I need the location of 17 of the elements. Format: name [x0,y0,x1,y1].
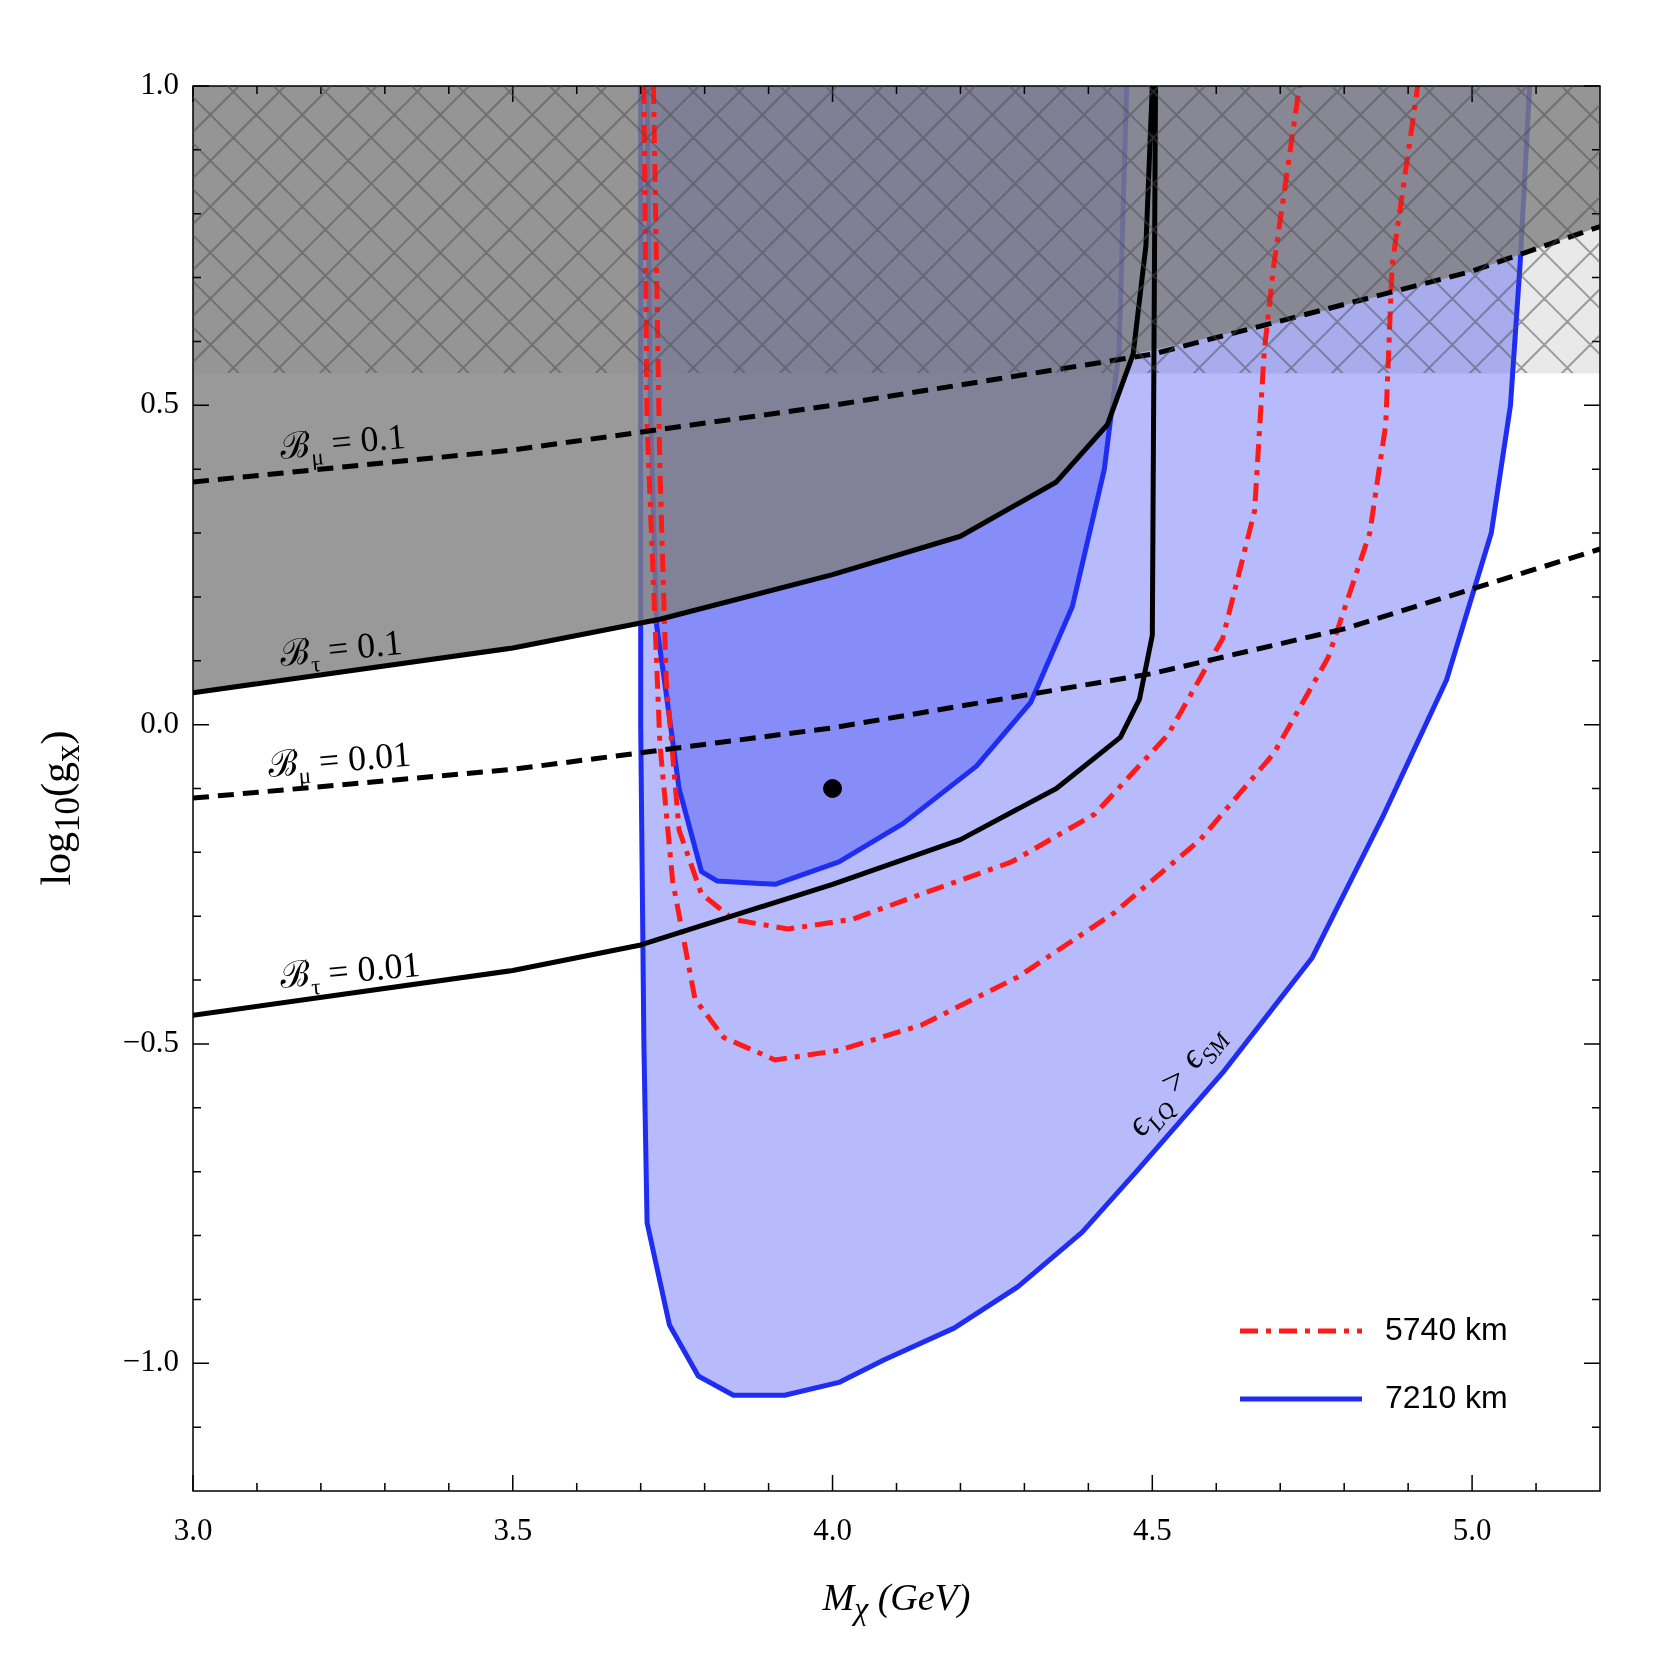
x-tick-label: 4.0 [813,1511,852,1547]
x-axis-title: M$_{χ}$ (GeV) [821,1575,972,1627]
annotation: ϵLQ > ϵSM [1117,1027,1237,1144]
y-tick-label: 0.5 [140,385,179,421]
y-tick-label: −0.5 [122,1024,179,1060]
x-tick-label: 4.5 [1132,1511,1172,1547]
x-tick-label: 5.0 [1452,1511,1492,1547]
y-tick-label: −1.0 [122,1343,179,1379]
x-tick-label: 3.0 [173,1511,213,1547]
y-tick-label: 1.0 [140,66,179,102]
annotation: ℬτ = 0.1 [277,621,404,677]
legend-label: 5740 km [1385,1310,1508,1347]
annotation: ℬμ = 0.1 [278,415,408,471]
x-tick-label: 3.5 [493,1511,533,1547]
annotation: ℬτ = 0.01 [278,944,422,1000]
legend-label: 7210 km [1385,1378,1508,1415]
y-tick-label: 0.0 [140,704,179,740]
